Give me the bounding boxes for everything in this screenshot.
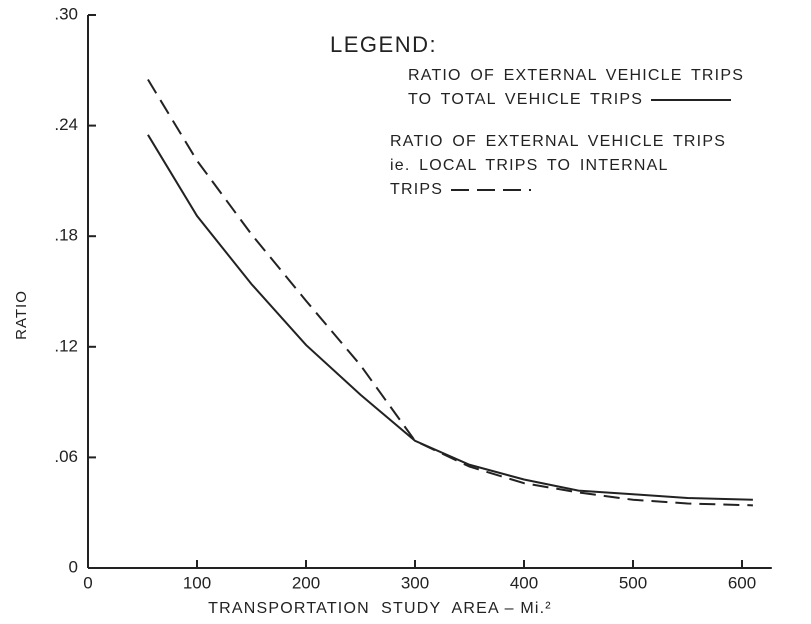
legend-entry: RATIO OF EXTERNAL VEHICLE TRIPS ie. LOCA… [390, 130, 726, 202]
series-line [147, 134, 753, 501]
x-tick-label: 300 [401, 573, 429, 592]
y-tick-label: .12 [54, 336, 78, 355]
x-tick-label: 200 [292, 573, 320, 592]
x-tick-label: 600 [728, 573, 756, 592]
y-tick-label: .06 [54, 447, 78, 466]
legend-entry: RATIO OF EXTERNAL VEHICLE TRIPS TO TOTAL… [408, 64, 744, 112]
legend-title: LEGEND: [330, 32, 437, 57]
legend-swatch [451, 188, 532, 191]
y-tick-label: .24 [54, 115, 78, 134]
x-tick-label: 400 [510, 573, 538, 592]
legend-label: RATIO OF EXTERNAL VEHICLE TRIPS ie. LOCA… [390, 133, 727, 198]
x-axis-label: TRANSPORTATION STUDY AREA – Mi.² [208, 600, 552, 617]
y-tick-label: .30 [54, 4, 78, 23]
legend-swatch [651, 98, 732, 101]
y-tick-label: .18 [54, 226, 78, 245]
y-tick-label: 0 [69, 557, 78, 576]
series-line [147, 78, 753, 507]
legend-label: RATIO OF EXTERNAL VEHICLE TRIPS TO TOTAL… [408, 67, 745, 108]
x-tick-label: 0 [83, 573, 92, 592]
x-tick-label: 500 [619, 573, 647, 592]
x-tick-label: 100 [183, 573, 211, 592]
y-axis-label: RATIO [13, 290, 30, 340]
